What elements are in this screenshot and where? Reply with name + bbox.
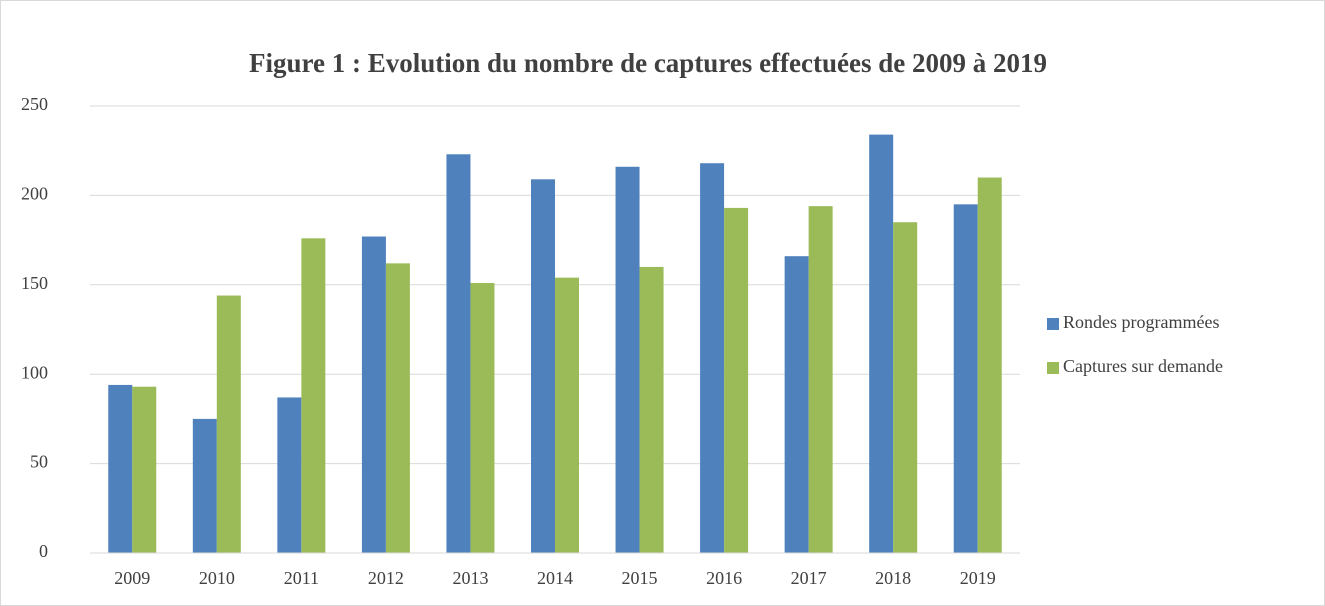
bar	[132, 386, 157, 553]
bar	[470, 283, 495, 553]
legend-swatch	[1047, 362, 1059, 374]
bar	[977, 177, 1002, 553]
bar	[555, 277, 579, 553]
bar	[531, 179, 555, 554]
bar	[216, 295, 241, 553]
bar	[953, 204, 978, 553]
bar	[784, 256, 809, 553]
x-tick-label: 2015	[622, 568, 658, 588]
bar	[724, 207, 749, 553]
bar	[277, 397, 302, 553]
bar	[639, 266, 664, 553]
bar	[192, 418, 217, 553]
x-tick-label: 2014	[537, 568, 573, 588]
bar	[869, 134, 894, 553]
bar	[301, 238, 326, 553]
x-tick-label: 2019	[960, 568, 996, 588]
y-tick-label: 250	[21, 94, 48, 114]
y-tick-label: 50	[30, 452, 48, 472]
bar	[108, 384, 133, 553]
y-tick-label: 200	[21, 184, 48, 204]
bar	[615, 166, 640, 554]
x-tick-label: 2013	[452, 568, 488, 588]
bar	[808, 206, 833, 554]
legend-label: Rondes programmées	[1063, 312, 1219, 332]
chart-title: Figure 1 : Evolution du nombre de captur…	[249, 48, 1047, 78]
x-tick-label: 2012	[368, 568, 404, 588]
legend-swatch	[1047, 318, 1059, 330]
bar	[361, 236, 386, 554]
bar	[385, 263, 410, 553]
y-tick-label: 0	[39, 541, 48, 561]
legend-label: Captures sur demande	[1063, 356, 1223, 376]
x-tick-label: 2018	[875, 568, 911, 588]
y-tick-label: 150	[21, 273, 48, 293]
bar	[700, 163, 725, 553]
x-tick-label: 2010	[199, 568, 235, 588]
x-tick-label: 2009	[114, 568, 150, 588]
bar	[446, 154, 471, 553]
y-tick-label: 100	[21, 362, 48, 382]
x-tick-label: 2017	[791, 568, 827, 588]
x-tick-label: 2016	[706, 568, 742, 588]
bar	[893, 222, 918, 553]
x-tick-label: 2011	[284, 568, 319, 588]
